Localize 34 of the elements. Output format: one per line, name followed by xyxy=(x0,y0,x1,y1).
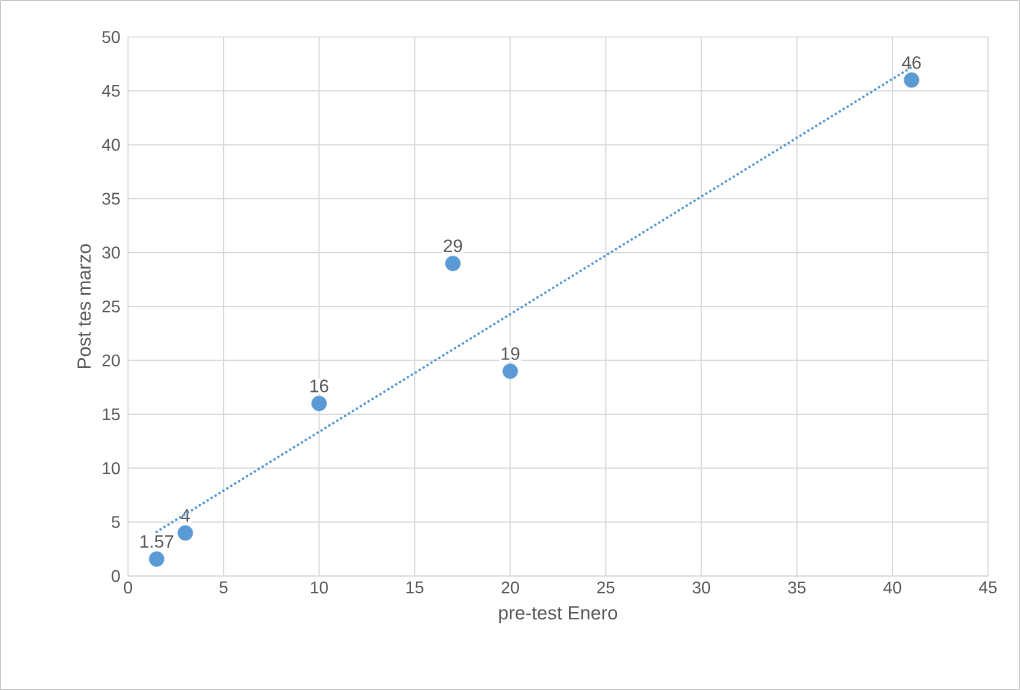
x-tick-label: 30 xyxy=(692,581,711,594)
x-tick-label: 15 xyxy=(406,581,424,594)
x-tick-label: 20 xyxy=(501,581,519,594)
data-label: 19 xyxy=(501,347,520,360)
x-tick-label: 40 xyxy=(883,581,902,594)
point xyxy=(148,551,165,567)
y-tick-label: 50 xyxy=(102,31,120,43)
x-tick-label: 45 xyxy=(978,581,997,594)
data-label: 29 xyxy=(443,239,463,253)
y-tick-label: 30 xyxy=(102,246,120,259)
point xyxy=(903,72,920,88)
x-tick-label: 0 xyxy=(123,581,133,594)
y-tick-label: 35 xyxy=(102,192,120,205)
data-label: 16 xyxy=(310,379,329,393)
x-tick-label: 25 xyxy=(597,581,615,594)
x-tick-label: 10 xyxy=(310,581,328,594)
point xyxy=(311,395,327,412)
x-tick-label: 35 xyxy=(788,581,806,594)
x-tick-label: 5 xyxy=(219,581,228,594)
y-tick-label: 10 xyxy=(102,462,120,475)
y-tick-label: 40 xyxy=(102,138,120,151)
y-tick-label: 15 xyxy=(102,408,120,421)
y-tick-label: 25 xyxy=(102,300,120,313)
data-label: 1.57 xyxy=(140,535,174,548)
point xyxy=(502,363,518,379)
x-axis-title: pre-test Enero xyxy=(499,606,618,624)
point xyxy=(445,255,461,272)
y-tick-label: 45 xyxy=(102,84,120,97)
y-tick-label: 20 xyxy=(102,354,120,367)
data-label: 46 xyxy=(902,56,921,69)
y-tick-label: 5 xyxy=(111,516,120,529)
point xyxy=(177,525,194,541)
y-axis-title: Post tes marzo xyxy=(77,244,91,369)
y-tick-label: 0 xyxy=(111,570,120,582)
